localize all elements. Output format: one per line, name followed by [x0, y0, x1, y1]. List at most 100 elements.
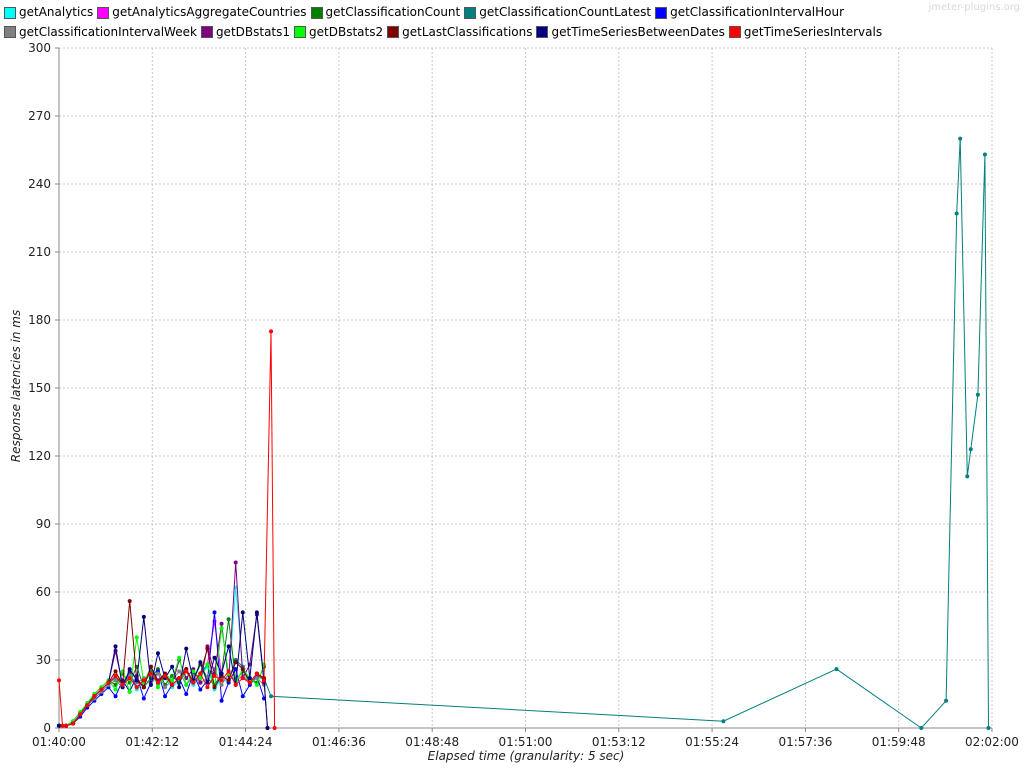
- data-point: [219, 682, 224, 687]
- data-point: [148, 664, 153, 669]
- x-tick-label: 02:02:00: [965, 735, 1019, 749]
- data-point: [134, 678, 139, 683]
- data-point: [177, 676, 182, 681]
- data-point: [212, 673, 217, 678]
- legend-swatch: [387, 26, 400, 38]
- data-point: [141, 614, 146, 619]
- legend-item: getTimeSeriesBetweenDates: [536, 24, 725, 41]
- data-point: [113, 673, 118, 678]
- data-point: [247, 680, 252, 685]
- data-point: [113, 644, 118, 649]
- y-tick-label: 0: [43, 721, 51, 735]
- data-point: [177, 685, 182, 690]
- data-point: [155, 685, 160, 690]
- legend-item: getAnalyticsAggregateCountries: [97, 4, 307, 21]
- legend-item: getTimeSeriesIntervals: [728, 24, 883, 41]
- x-tick-label: 01:55:24: [685, 735, 739, 749]
- legend-item: getDBstats1: [200, 24, 290, 41]
- data-point: [968, 447, 973, 452]
- data-point: [240, 694, 245, 699]
- data-point: [205, 662, 210, 667]
- data-point: [205, 646, 210, 651]
- data-point: [944, 698, 949, 703]
- y-tick-label: 90: [36, 517, 51, 531]
- legend-swatch: [464, 6, 477, 19]
- legend-item: getAnalytics: [4, 4, 93, 21]
- data-point: [106, 680, 111, 685]
- data-point: [141, 696, 146, 701]
- legend-label: getTimeSeriesBetweenDates: [551, 24, 725, 39]
- data-point: [127, 676, 132, 681]
- legend-item: getClassificationCountLatest: [464, 4, 651, 21]
- legend-swatch: [536, 26, 549, 38]
- data-point: [92, 694, 97, 699]
- data-point: [57, 678, 61, 683]
- data-point: [170, 664, 175, 669]
- data-point: [170, 682, 175, 687]
- data-point: [134, 685, 139, 690]
- data-point: [198, 660, 203, 665]
- data-point: [184, 682, 189, 687]
- data-point: [919, 726, 924, 730]
- data-point: [226, 678, 231, 683]
- data-point: [265, 726, 270, 730]
- data-point: [954, 211, 959, 216]
- data-point: [113, 678, 118, 683]
- data-point: [982, 152, 987, 157]
- legend-label: getAnalyticsAggregateCountries: [112, 5, 307, 19]
- data-point: [219, 671, 224, 676]
- data-point: [965, 474, 970, 479]
- legend-swatch: [655, 6, 668, 19]
- data-point: [127, 667, 132, 672]
- data-point: [148, 682, 153, 687]
- x-axis-label: Elapsed time (granularity: 5 sec): [428, 749, 625, 763]
- legend-label: getLastClassifications: [402, 24, 533, 39]
- data-point: [958, 136, 963, 141]
- chart-legend: getAnalytics getAnalyticsAggregateCountri…: [4, 4, 1020, 43]
- data-point: [155, 680, 160, 685]
- data-point: [57, 723, 61, 728]
- data-point: [269, 329, 274, 334]
- data-point: [184, 646, 189, 651]
- data-point: [219, 621, 224, 626]
- x-tick-label: 01:44:24: [219, 735, 273, 749]
- y-tick-label: 270: [28, 109, 51, 123]
- legend-swatch: [728, 26, 741, 38]
- data-point: [99, 687, 104, 692]
- data-point: [155, 651, 160, 656]
- data-point: [198, 671, 203, 676]
- data-point: [247, 676, 252, 681]
- legend-label: getAnalytics: [19, 5, 94, 19]
- data-point: [184, 669, 189, 674]
- y-tick-label: 30: [36, 653, 51, 667]
- data-point: [219, 698, 224, 703]
- y-axis-label: Response latencies in ms: [9, 310, 23, 462]
- legend-label: getDBstats2: [309, 24, 384, 39]
- data-point: [254, 671, 259, 676]
- y-tick-label: 180: [28, 313, 51, 327]
- series-getClassificationIntervalHour: [57, 610, 266, 728]
- data-point: [64, 723, 69, 728]
- data-point: [205, 680, 210, 685]
- data-point: [113, 694, 118, 699]
- data-point: [170, 678, 175, 683]
- data-point: [254, 682, 259, 687]
- data-point: [127, 689, 132, 694]
- legend-item: getClassificationIntervalWeek: [4, 24, 197, 41]
- data-point: [219, 678, 224, 683]
- data-point: [233, 682, 238, 687]
- y-tick-label: 150: [28, 381, 51, 395]
- data-point: [120, 682, 125, 687]
- y-tick-label: 120: [28, 449, 51, 463]
- legend-swatch: [4, 6, 16, 19]
- data-point: [127, 599, 132, 604]
- data-point: [60, 723, 65, 728]
- legend-label: getTimeSeriesIntervals: [743, 24, 883, 39]
- data-point: [975, 392, 980, 397]
- y-tick-label: 60: [36, 585, 51, 599]
- series-getClassificationCount: [57, 617, 266, 728]
- data-point: [986, 726, 991, 730]
- data-point: [226, 669, 231, 674]
- legend-swatch: [200, 26, 213, 38]
